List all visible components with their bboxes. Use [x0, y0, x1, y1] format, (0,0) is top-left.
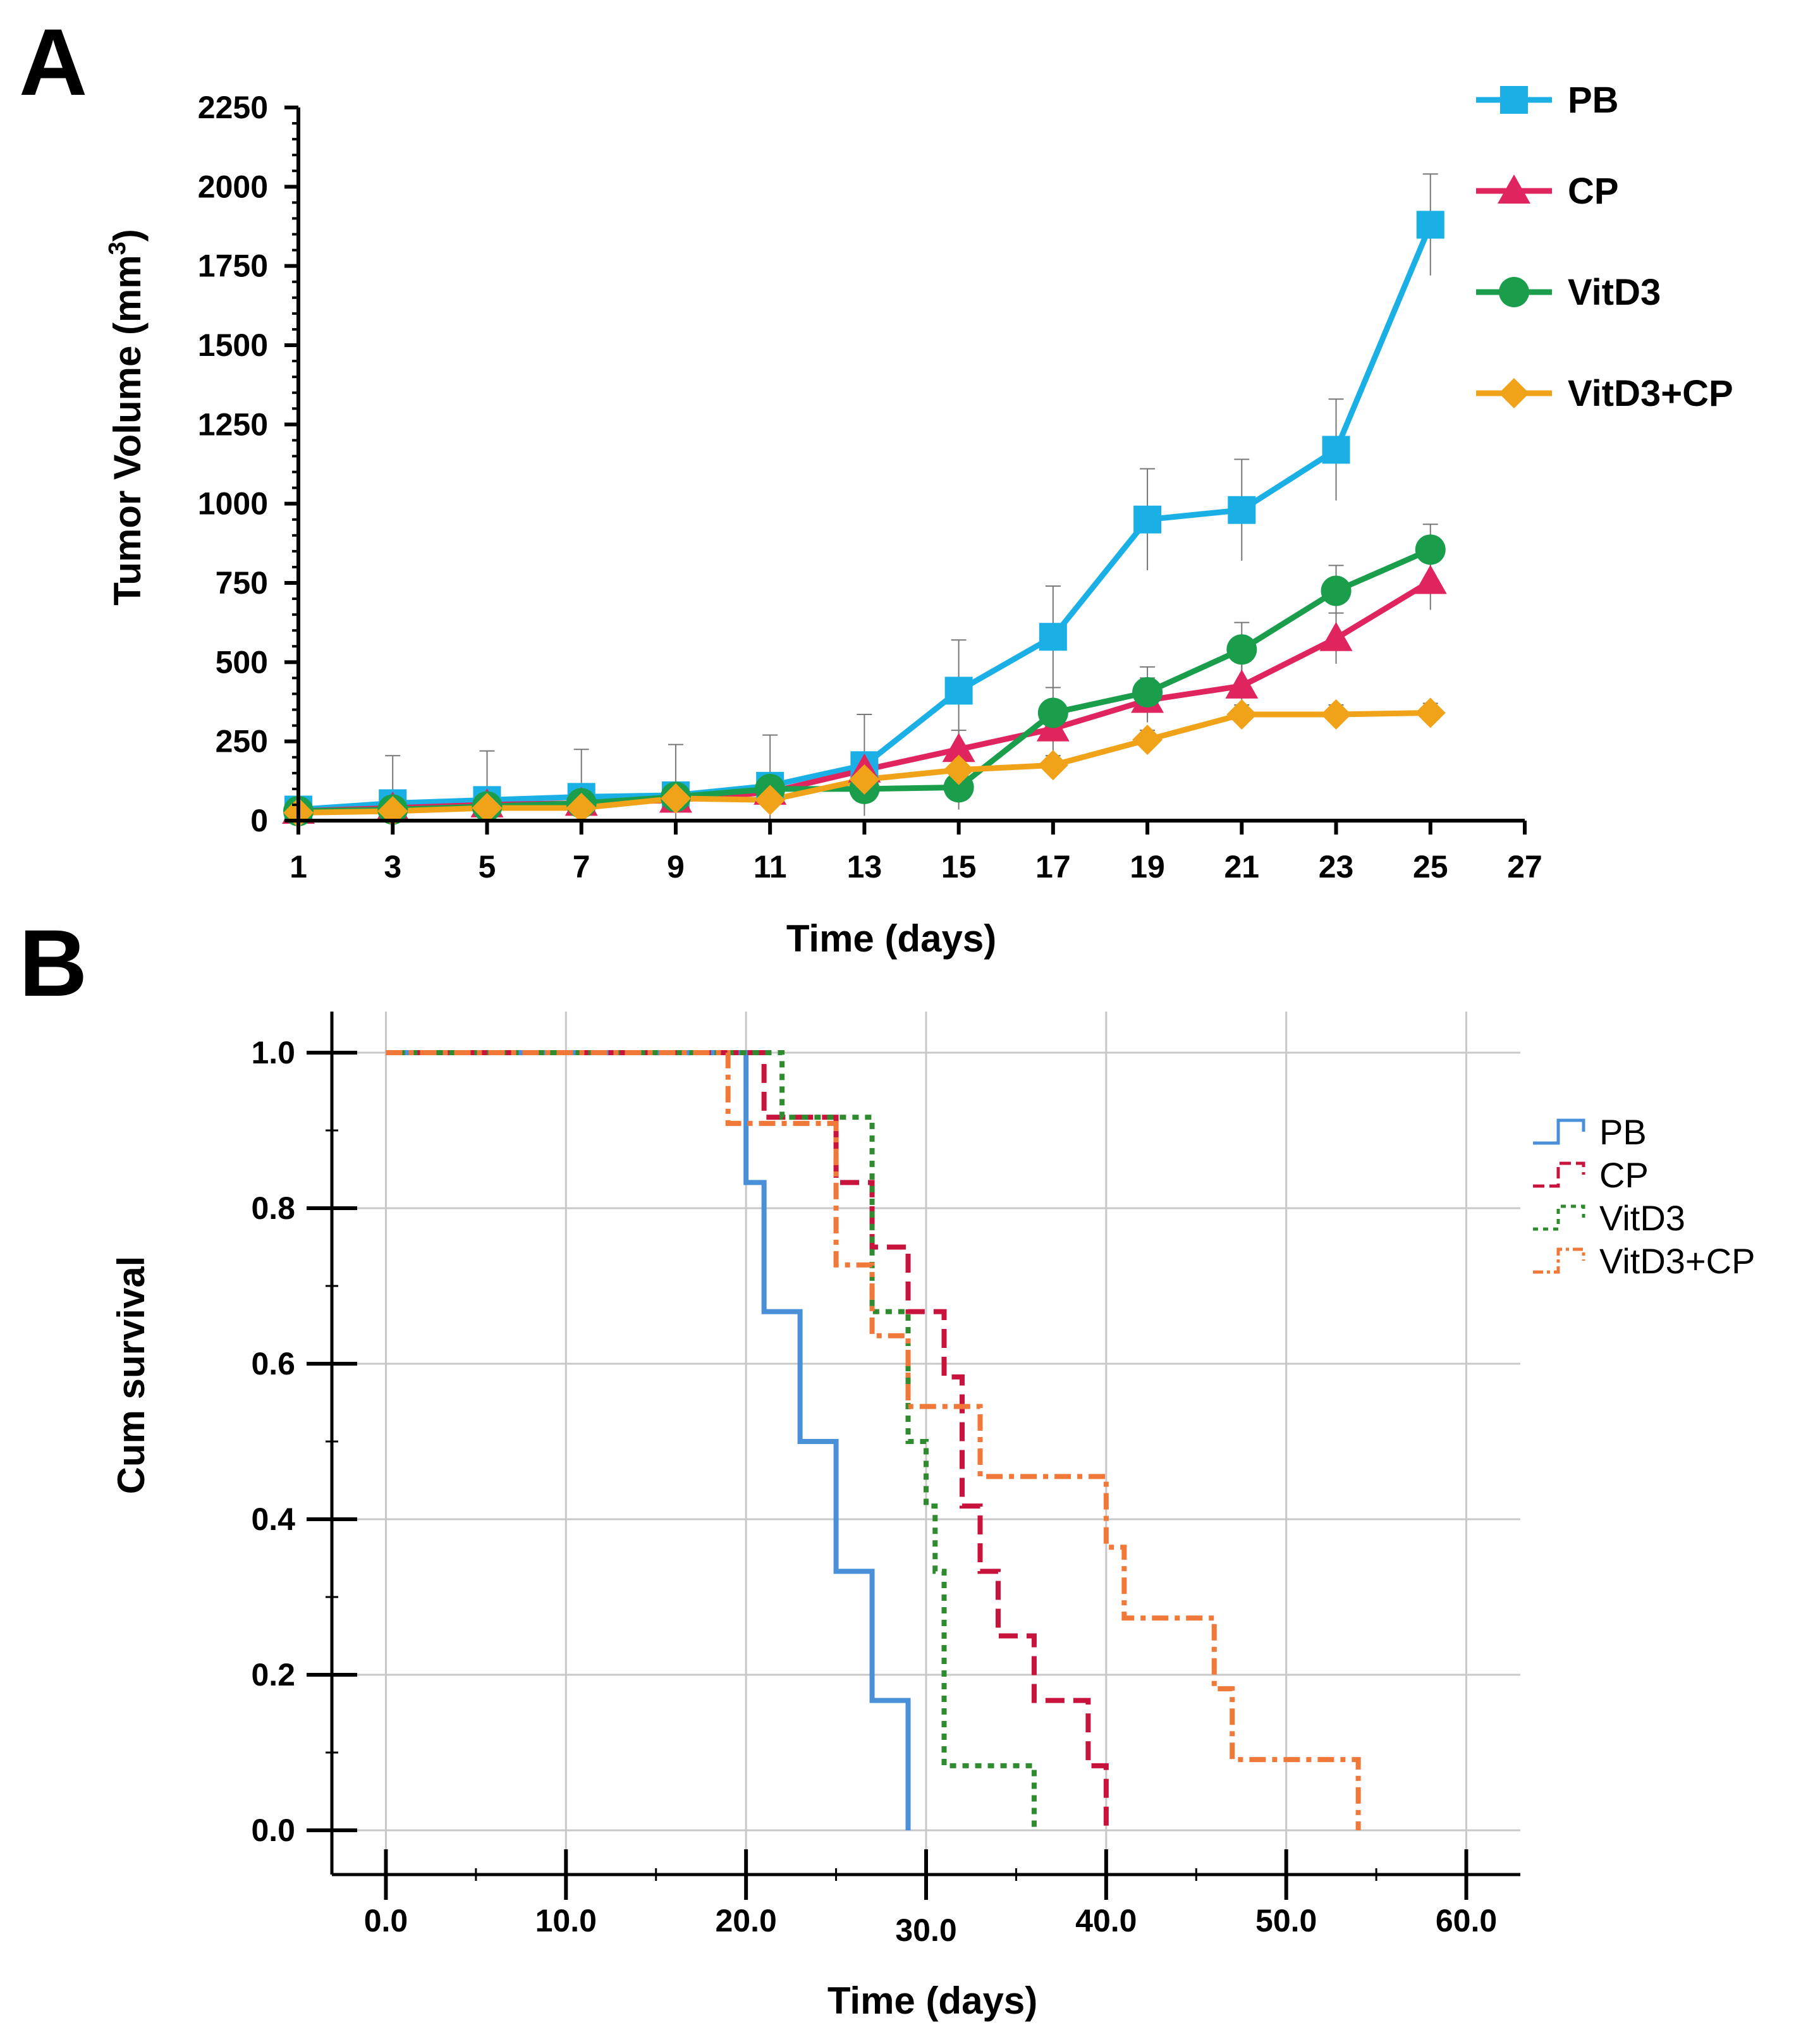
panel-a-legend-marker-pb	[1500, 86, 1528, 114]
panel-b: B 0.0 0.2 0.4 0.6 0.8 1.0 0.0 10.0 20.0 30.0 40.0…	[19, 910, 1755, 2022]
panel-b-x-tick-label: 40.0	[1075, 1903, 1137, 1938]
panel-b-y-tick-label: 0.8	[251, 1190, 295, 1226]
panel-b-x-tick-label: 30.0	[895, 1912, 956, 1948]
panel-b-y-tick-label: 0.6	[251, 1346, 295, 1381]
panel-b-x-tick-label: 60.0	[1436, 1903, 1497, 1938]
panel-a-y-tick-label: 1250	[198, 407, 268, 442]
panel-a-point-cp	[1413, 565, 1447, 594]
panel-a-x-tick-label: 21	[1224, 849, 1259, 884]
panel-a-legend-marker-vitd3-cp	[1499, 378, 1529, 408]
panel-a-point-pb	[1322, 436, 1350, 464]
panel-a-point-vitd3-cp	[943, 754, 974, 785]
panel-b-legend-label-vitd3-cp: VitD3+CP	[1599, 1241, 1755, 1281]
panel-a-point-vitd3-cp	[1321, 699, 1352, 730]
panel-b-series-line-vitd3	[386, 1050, 1037, 1830]
panel-a-y-axis-title-sup: 3	[104, 242, 131, 255]
panel-a-point-pb	[1133, 505, 1162, 534]
panel-a-y-tick-label: 0	[250, 803, 268, 838]
panel-a-x-tick-label: 27	[1507, 849, 1542, 884]
panel-a-point-vitd3-cp	[566, 792, 597, 823]
panel-a-point-cp	[1319, 621, 1353, 651]
panel-a-y-tick-label: 1500	[198, 327, 268, 363]
panel-b-legend-label-vitd3: VitD3	[1599, 1198, 1685, 1238]
panel-b-y-tick-label: 0.2	[251, 1657, 295, 1692]
panel-a-letter: A	[19, 9, 87, 115]
panel-a-point-pb	[1228, 496, 1256, 524]
panel-b-series-line-pb	[386, 1050, 911, 1830]
panel-b-x-tick-label: 10.0	[535, 1903, 597, 1938]
panel-a-point-vitd3	[943, 772, 974, 803]
panel-b-legend-label-cp: CP	[1599, 1155, 1649, 1195]
panel-a-y-tick-label: 250	[216, 724, 268, 759]
panel-b-y-tick-label: 1.0	[251, 1035, 295, 1070]
panel-a-legend: PB CP VitD3 VitD3+CP	[1476, 80, 1733, 414]
panel-b-legend-swatch-pb	[1533, 1118, 1585, 1145]
panel-a-point-pb	[1039, 623, 1067, 651]
panel-a-x-tick-label: 15	[941, 849, 977, 884]
panel-a-x-tick-label: 17	[1035, 849, 1071, 884]
panel-a-point-vitd3	[1132, 676, 1163, 707]
panel-a-legend-label-vitd3: VitD3	[1568, 272, 1661, 313]
panel-b-y-tick-label: 0.0	[251, 1813, 295, 1848]
panel-a-x-tick-label: 5	[479, 849, 496, 884]
panel-a-x-tick-label: 1	[290, 849, 307, 884]
panel-b-legend-swatch-cp	[1533, 1161, 1585, 1188]
panel-a-point-vitd3-cp	[472, 792, 503, 823]
panel-a-y-tick-label: 500	[216, 644, 268, 680]
panel-a-point-cp	[942, 733, 975, 762]
panel-a-point-vitd3	[1415, 534, 1446, 565]
panel-a-y-tick-label: 750	[216, 565, 268, 601]
panel-a-y-tick-label: 2000	[198, 169, 268, 204]
panel-a-y-tick-label: 1000	[198, 486, 268, 522]
panel-a-point-vitd3-cp	[1037, 750, 1068, 781]
panel-a-x-tick-label: 25	[1413, 849, 1448, 884]
panel-b-x-axis-title: Time (days)	[827, 1980, 1037, 2022]
panel-a-legend-label-cp: CP	[1568, 171, 1619, 212]
panel-a-point-vitd3-cp	[660, 783, 691, 814]
panel-a-x-tick-label: 3	[384, 849, 401, 884]
panel-a-x-tick-label: 13	[847, 849, 882, 884]
panel-a-point-vitd3-cp	[1132, 725, 1163, 756]
panel-b-series-line-vitd3-cp	[386, 1050, 1361, 1830]
panel-a-point-vitd3-cp	[849, 764, 880, 795]
panel-a-legend-label-vitd3-cp: VitD3+CP	[1568, 373, 1733, 414]
panel-b-legend-label-pb: PB	[1599, 1112, 1647, 1152]
panel-a-x-axis-title: Time (days)	[786, 917, 996, 960]
panel-a-legend-marker-cp	[1498, 174, 1530, 204]
panel-a-x-tick-label: 11	[754, 849, 787, 884]
panel-b-legend-swatch-vitd3-cp	[1533, 1247, 1585, 1274]
panel-a-y-tick-label: 2250	[198, 90, 268, 125]
panel-a-x-tick-label: 9	[667, 849, 685, 884]
panel-b-x-tick-label: 0.0	[364, 1903, 408, 1938]
panel-a-point-vitd3	[1321, 575, 1352, 606]
panel-b-y-axis-title: Cum survival	[110, 1256, 152, 1495]
panel-b-letter: B	[19, 910, 87, 1016]
panel-a-point-vitd3	[1037, 697, 1068, 728]
panel-a-point-cp	[1225, 669, 1259, 699]
panel-a-legend-marker-vitd3	[1499, 277, 1529, 307]
panel-b-x-tick-label: 20.0	[715, 1903, 776, 1938]
panel-a-point-vitd3-cp	[755, 785, 786, 816]
panel-a-x-tick-label: 23	[1319, 849, 1354, 884]
panel-b-y-tick-label: 0.4	[251, 1502, 295, 1537]
panel-a-y-tick-label: 1750	[198, 248, 268, 284]
panel-a-point-vitd3	[1226, 634, 1257, 665]
panel-a-y-axis-title: Tumor Volume (mm3)	[104, 229, 149, 606]
panel-a-point-pb	[944, 676, 973, 705]
panel-a-point-vitd3-cp	[377, 795, 408, 826]
panel-a-x-tick-label: 19	[1130, 849, 1165, 884]
panel-a-legend-label-pb: PB	[1568, 80, 1619, 121]
panel-a-point-pb	[1416, 211, 1444, 239]
panel-b-x-tick-label: 50.0	[1255, 1903, 1317, 1938]
panel-a-point-vitd3-cp	[1415, 697, 1446, 728]
panel-a-point-vitd3-cp	[1226, 699, 1257, 730]
panel-a-x-tick-label: 7	[573, 849, 590, 884]
